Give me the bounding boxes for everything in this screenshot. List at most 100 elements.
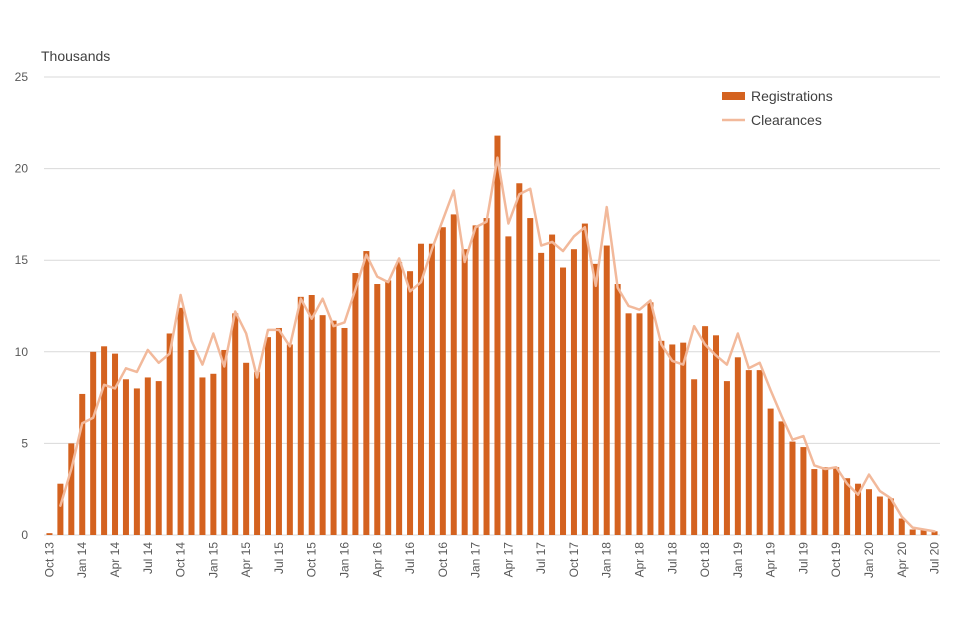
x-tick-label: Jan 17 [469,542,483,578]
x-tick-label: Oct 18 [698,542,712,578]
registrations-bar [789,441,796,535]
registrations-bar [778,421,785,535]
registrations-bar [275,327,282,535]
legend-clearances-label: Clearances [751,112,822,128]
registrations-bar [538,252,545,535]
registrations-bar [396,262,403,535]
registrations-bar [494,135,501,535]
x-tick-label: Jul 18 [665,542,679,574]
registrations-bar [931,531,938,535]
registrations-bar [855,483,862,535]
x-tick-label: Jan 20 [862,542,876,578]
x-tick-label: Apr 20 [895,542,909,578]
registrations-bar [461,249,468,535]
registrations-bar [363,251,370,536]
registrations-bar [592,263,599,535]
registrations-bar [712,335,720,535]
registrations-bar [112,353,119,535]
x-tick-label: Apr 14 [108,542,122,578]
registrations-bar [603,245,610,535]
x-tick-label: Jan 19 [731,542,745,578]
y-tick-label: 25 [15,70,29,84]
registrations-bar [734,357,741,535]
registrations-bar [833,467,840,535]
registrations-bar [210,373,217,535]
registrations-bar [341,327,348,535]
registrations-bar [549,234,556,535]
registrations-bar [199,377,206,535]
x-tick-label: Jul 15 [272,542,286,574]
y-unit-label: Thousands [41,48,110,64]
registrations-bar [560,267,567,535]
y-tick-label: 15 [15,253,29,267]
registrations-bar [68,443,75,535]
registrations-bar [570,249,577,535]
y-tick-label: 0 [21,528,28,542]
x-tick-label: Oct 13 [42,542,56,578]
registrations-bar [232,313,239,535]
registrations-bar [647,302,654,535]
registrations-bar [46,533,53,535]
registrations-bar [505,236,512,535]
x-tick-label: Apr 17 [501,542,515,578]
registrations-bars [46,135,938,536]
registrations-bar [417,243,424,535]
registrations-bar [79,393,86,535]
x-tick-label: Apr 19 [764,542,778,578]
registrations-bar [428,243,435,535]
registrations-bar [133,388,140,535]
y-tick-label: 5 [21,436,28,450]
registrations-bar [319,315,326,535]
registrations-bar [691,379,698,535]
registrations-bar [101,346,108,535]
registrations-bar [811,469,818,535]
registrations-bar [188,349,195,535]
registrations-bar [286,344,293,535]
registrations-bar [407,271,414,535]
registrations-bar [844,478,851,535]
registrations-bar [439,227,446,535]
x-tick-label: Jul 19 [796,542,810,574]
registrations-bar [614,284,621,535]
x-tick-label: Jul 14 [141,542,155,574]
registrations-bar [909,529,916,535]
registrations-bar [680,342,687,535]
registrations-bar [330,320,337,535]
registrations-bar [155,381,162,535]
registrations-bar [898,518,905,535]
registrations-bar [756,370,763,535]
x-tick-label: Apr 15 [239,542,253,578]
legend-registrations-label: Registrations [751,88,833,104]
registrations-bar [297,296,304,535]
registrations-bar [352,273,359,535]
registrations-bar [122,379,129,535]
registrations-bar [516,183,523,536]
x-tick-label: Oct 15 [305,542,319,578]
x-tick-label: Jan 18 [600,542,614,578]
registrations-bar [166,333,173,535]
registrations-bar [308,295,315,535]
x-tick-label: Apr 16 [370,542,384,578]
x-tick-label: Jul 20 [928,542,942,574]
registrations-bar [385,280,392,535]
registrations-bar [625,313,632,535]
x-tick-label: Jul 17 [534,542,548,574]
registrations-bar [865,489,872,535]
registrations-bar [221,349,228,535]
registrations-bar [450,214,457,535]
registrations-bar [636,313,643,535]
x-tick-label: Jan 15 [206,542,220,578]
registrations-bar [374,284,381,535]
clearances-line [59,156,936,533]
registrations-bar [254,371,261,535]
registrations-bar [800,447,807,535]
registrations-bar [658,340,665,535]
registrations-bar [581,223,588,535]
x-tick-label: Oct 19 [829,542,843,578]
y-tick-label: 10 [15,345,29,359]
x-axis-ticks: Oct 13 Jan 14 Apr 14 Jul 14 Oct 14 Jan 15 Apr … [42,542,941,578]
registrations-bar [920,529,927,535]
legend: Registrations Clearances [722,88,833,128]
x-tick-label: Jul 16 [403,542,417,574]
